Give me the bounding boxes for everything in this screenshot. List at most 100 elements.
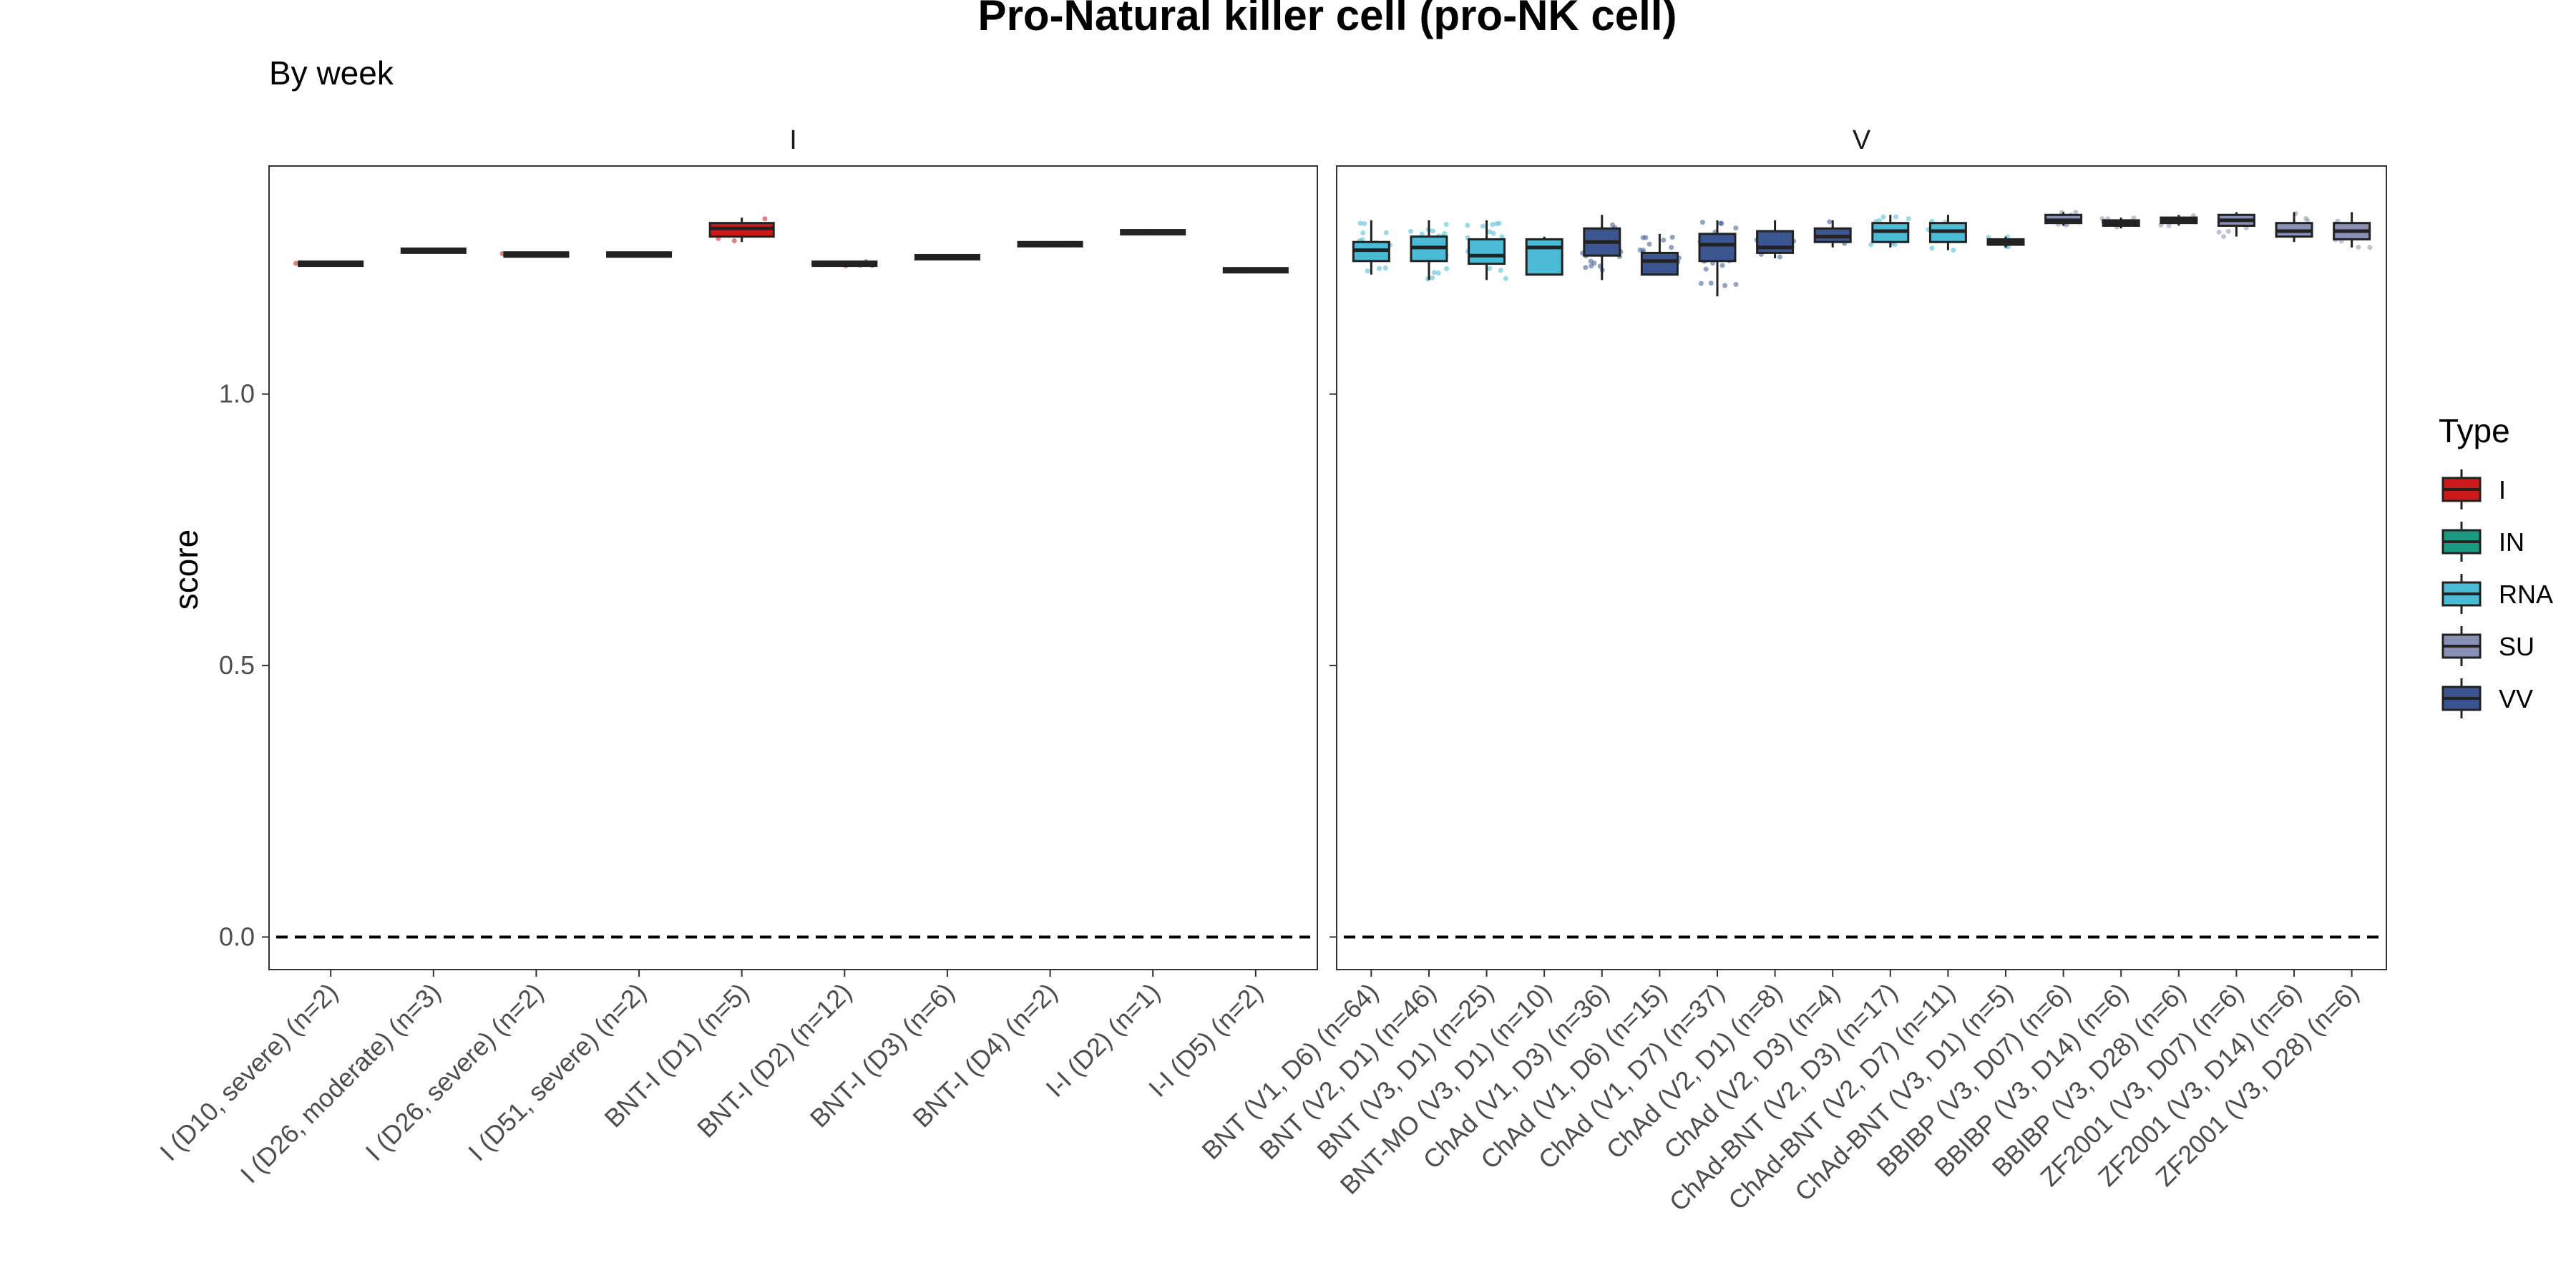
- data-point: [1929, 245, 1935, 251]
- box-2-11: [1926, 215, 1967, 253]
- box-2-15: [2158, 213, 2198, 228]
- legend-item-su: SU: [2441, 626, 2534, 666]
- box-1-1: [293, 260, 364, 268]
- data-point: [1419, 231, 1425, 237]
- box-2-17: [2275, 210, 2313, 243]
- data-point: [1435, 270, 1441, 276]
- box-1-6: [811, 259, 878, 268]
- data-point: [1430, 228, 1435, 234]
- data-point: [1496, 220, 1502, 226]
- data-point: [2166, 223, 2172, 228]
- box-2-1: [1352, 220, 1393, 275]
- data-point: [2216, 229, 2222, 235]
- legend-label: I: [2499, 475, 2506, 504]
- data-point: [1491, 230, 1496, 236]
- data-point: [1499, 234, 1505, 240]
- legend-title: Type: [2439, 412, 2510, 449]
- data-point: [1443, 222, 1449, 228]
- data-point: [1880, 214, 1886, 220]
- chart-title: Pro-Natural killer cell (pro-NK cell): [978, 0, 1677, 39]
- y-tick-label: 1.0: [219, 379, 255, 409]
- data-point: [2305, 218, 2311, 223]
- data-point: [1588, 258, 1594, 264]
- legend-item-i: I: [2441, 469, 2506, 509]
- y-tick-label: 0.5: [219, 650, 255, 680]
- legend-label: RNA: [2499, 580, 2553, 609]
- data-point: [1669, 235, 1675, 240]
- box-2-4: [1525, 236, 1563, 276]
- y-tick-label: 0.0: [219, 922, 255, 951]
- data-point: [1719, 220, 1724, 226]
- box-2-8: [1754, 220, 1797, 260]
- panel-frame: [1336, 165, 2387, 970]
- legend-item-rna: RNA: [2441, 574, 2553, 614]
- box-rect: [1698, 233, 1737, 263]
- data-point: [1365, 268, 1370, 274]
- data-point: [1487, 265, 1493, 271]
- box-2-10: [1868, 214, 1911, 248]
- data-point: [1360, 230, 1366, 235]
- box-2-7: [1697, 220, 1739, 297]
- data-point: [1893, 214, 1899, 220]
- data-point: [2073, 210, 2079, 215]
- box-2-13: [2044, 210, 2083, 228]
- legend-item-vv: VV: [2441, 678, 2533, 718]
- box-1-7: [914, 253, 980, 260]
- data-point: [2225, 228, 2231, 234]
- box-2-3: [1465, 220, 1508, 281]
- legend-label: SU: [2499, 632, 2534, 661]
- data-point: [1868, 242, 1874, 248]
- box-1-3: [499, 250, 570, 258]
- data-point: [1487, 229, 1493, 235]
- box-1-5: [708, 216, 775, 243]
- data-point: [1444, 266, 1450, 272]
- legend-item-in: IN: [2441, 522, 2524, 562]
- strip-label: I: [789, 125, 797, 155]
- data-point: [1733, 225, 1739, 231]
- data-point: [1698, 280, 1704, 286]
- data-point: [1583, 265, 1589, 270]
- data-point: [1382, 265, 1388, 271]
- box-1-10: [1222, 267, 1289, 274]
- box-1-9: [1120, 228, 1186, 236]
- data-point: [1892, 242, 1898, 248]
- data-point: [1383, 230, 1389, 235]
- data-point: [1357, 220, 1363, 226]
- data-point: [1377, 265, 1382, 271]
- data-point: [1490, 222, 1496, 228]
- data-point: [1640, 248, 1646, 253]
- box-rect: [1756, 230, 1795, 254]
- data-point: [731, 238, 737, 243]
- box-2-18: [2333, 212, 2373, 250]
- data-point: [1827, 219, 1833, 225]
- data-point: [1719, 263, 1725, 268]
- data-point: [2356, 244, 2361, 250]
- data-point: [1703, 266, 1709, 272]
- data-point: [1408, 228, 1414, 234]
- data-point: [1722, 283, 1728, 288]
- box-2-5: [1580, 215, 1624, 280]
- data-point: [2367, 245, 2373, 250]
- data-point: [2221, 234, 2227, 240]
- box-2-14: [2099, 215, 2140, 230]
- data-point: [762, 216, 768, 222]
- data-point: [1661, 237, 1667, 243]
- box-1-2: [400, 247, 467, 254]
- data-point: [1777, 254, 1783, 260]
- data-point: [1430, 275, 1435, 280]
- data-point: [1498, 268, 1503, 273]
- data-point: [1669, 245, 1674, 250]
- box-rect: [1525, 238, 1563, 276]
- data-point: [1640, 235, 1646, 240]
- data-point: [1951, 248, 1956, 253]
- legend-label: VV: [2499, 684, 2533, 713]
- box-rect: [1468, 238, 1506, 265]
- legend: Type I IN RNA SU VV: [2439, 412, 2553, 718]
- box-2-9: [1813, 219, 1852, 248]
- data-point: [1646, 241, 1652, 247]
- box-1-8: [1017, 240, 1083, 248]
- legend-label: IN: [2499, 527, 2524, 557]
- box-1-4: [606, 251, 673, 258]
- data-point: [1699, 220, 1705, 225]
